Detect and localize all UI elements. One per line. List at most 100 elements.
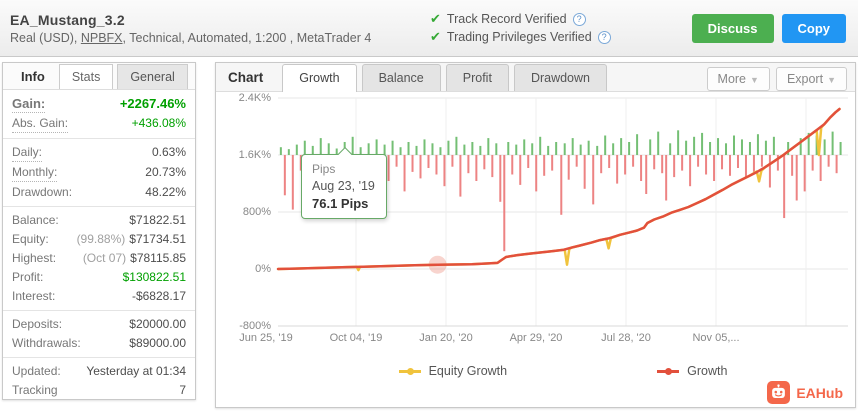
stat-value: $89000.00 xyxy=(129,336,186,350)
tooltip-date: Aug 23, '19 xyxy=(312,179,375,193)
more-button[interactable]: More ▼ xyxy=(706,67,770,91)
tab-balance[interactable]: Balance xyxy=(361,64,441,91)
chart-plot-area[interactable] xyxy=(276,97,848,327)
stat-label: Deposits: xyxy=(12,317,63,331)
stat-value-amount: $78115.85 xyxy=(130,251,186,265)
discuss-button[interactable]: Discuss xyxy=(691,13,774,43)
stat-value: Yesterday at 01:34 xyxy=(86,364,186,378)
stat-label: Daily: xyxy=(12,144,43,162)
header-bar: EA_Mustang_3.2 Real (USD), NPBFX, Techni… xyxy=(0,0,858,57)
tab-drawdown[interactable]: Drawdown xyxy=(513,64,607,91)
stat-label: Drawdown: xyxy=(12,185,73,199)
y-axis-tick: 800% xyxy=(242,206,271,218)
page-title: EA_Mustang_3.2 xyxy=(10,11,125,28)
subtitle-prefix: Real (USD), xyxy=(10,30,81,45)
stat-value: (Oct 07) $78115.85 xyxy=(83,250,186,267)
chart-legend: Equity Growth Growth xyxy=(278,364,848,378)
export-button[interactable]: Export ▼ xyxy=(775,67,847,91)
legend-label: Growth xyxy=(687,364,728,378)
legend-item-growth[interactable]: Growth xyxy=(657,364,727,378)
y-axis-tick: 0% xyxy=(255,263,271,275)
export-label: Export xyxy=(786,72,824,86)
badge-label: Trading Privileges Verified xyxy=(446,30,592,44)
watermark-label: EAHub xyxy=(796,384,843,401)
stat-value: -$6828.17 xyxy=(131,289,186,303)
copy-button[interactable]: Copy xyxy=(781,13,846,43)
tab-info[interactable]: Info xyxy=(21,69,45,84)
stat-value: +436.08% xyxy=(131,116,186,130)
stat-value: $130822.51 xyxy=(122,270,186,284)
broker-link[interactable]: NPBFX xyxy=(80,30,123,45)
eahub-watermark[interactable]: EAHub xyxy=(767,381,843,404)
stat-label: Monthly: xyxy=(12,164,58,182)
stat-value: (99.88%) $71734.51 xyxy=(77,231,186,248)
x-axis-tick: Jun 25, '19 xyxy=(239,332,293,344)
stat-label: Balance: xyxy=(12,213,59,227)
legend-label: Equity Growth xyxy=(428,364,508,378)
stat-value: 0.63% xyxy=(151,145,186,159)
stat-value: 48.22% xyxy=(145,185,186,199)
stat-row-abs-gain: Abs. Gain: +436.08% xyxy=(3,114,195,134)
x-axis-tick: Oct 04, '19 xyxy=(329,332,383,344)
stat-row-updated: Updated: Yesterday at 01:34 xyxy=(3,362,195,381)
stat-value: 20.73% xyxy=(145,165,186,179)
legend-item-equity-growth[interactable]: Equity Growth xyxy=(398,364,508,378)
help-icon[interactable]: ? xyxy=(572,12,586,26)
stat-row-interest: Interest: -$6828.17 xyxy=(3,287,195,306)
chevron-down-icon: ▼ xyxy=(750,75,759,85)
stat-value: +2267.46% xyxy=(119,96,186,111)
y-axis-tick: 1.6K% xyxy=(238,149,271,161)
info-tabbar: Info Stats General xyxy=(3,63,195,90)
stat-row-profit: Profit: $130822.51 xyxy=(3,268,195,287)
chart-tab-title[interactable]: Chart xyxy=(228,70,264,85)
x-axis-tick: Jul 28, '20 xyxy=(601,332,651,344)
stat-row-equity: Equity: (99.88%) $71734.51 xyxy=(3,230,195,249)
tab-growth[interactable]: Growth xyxy=(282,64,357,92)
stat-row-monthly: Monthly: 20.73% xyxy=(3,163,195,183)
chart-actions: More ▼ Export ▼ xyxy=(706,67,847,91)
tab-stats[interactable]: Stats xyxy=(58,64,114,89)
more-label: More xyxy=(717,72,747,86)
stat-label: Gain: xyxy=(12,96,46,113)
verification-badges: ✔ Track Record Verified ? ✔ Trading Priv… xyxy=(430,9,692,47)
stat-value-amount: $71734.51 xyxy=(129,232,186,246)
stat-label: Updated: xyxy=(12,364,61,378)
account-subtitle: Real (USD), NPBFX, Technical, Automated,… xyxy=(10,31,430,45)
tab-general[interactable]: General xyxy=(117,64,188,89)
help-icon[interactable]: ? xyxy=(597,30,611,44)
x-axis-tick: Jan 20, '20 xyxy=(419,332,473,344)
stat-value: 7 xyxy=(179,383,186,397)
stat-row-balance: Balance: $71822.51 xyxy=(3,211,195,230)
stat-label: Abs. Gain: xyxy=(12,115,69,133)
stat-value-note: (Oct 07) xyxy=(82,251,127,265)
stat-value-note: (99.88%) xyxy=(76,232,126,246)
stat-row-tracking: Tracking 7 xyxy=(3,381,195,400)
check-icon: ✔ xyxy=(430,29,441,44)
growth-chart[interactable]: 2.4K% 1.6K% 800% 0% -800% Jun 25, '19 Oc… xyxy=(239,92,848,344)
stat-row-drawdown: Drawdown: 48.22% xyxy=(3,183,195,202)
robot-logo-icon xyxy=(767,381,791,404)
stat-row-deposits: Deposits: $20000.00 xyxy=(3,315,195,334)
chart-panel: Chart Growth Balance Profit Drawdown Mor… xyxy=(215,62,856,408)
stat-value: $20000.00 xyxy=(129,317,186,331)
x-axis-tick: Apr 29, '20 xyxy=(509,332,563,344)
y-axis-tick: -800% xyxy=(239,320,271,332)
stat-label: Withdrawals: xyxy=(12,336,81,350)
equity-growth-marker-icon xyxy=(398,367,421,375)
stat-row-highest: Highest: (Oct 07) $78115.85 xyxy=(3,249,195,268)
subtitle-suffix: , Technical, Automated, 1:200 , MetaTrad… xyxy=(122,30,372,45)
x-axis-tick: Nov 05,... xyxy=(692,332,740,344)
track-record-verified-badge: ✔ Track Record Verified ? xyxy=(430,11,692,27)
tab-profit[interactable]: Profit xyxy=(445,64,509,91)
divider xyxy=(3,138,195,139)
divider xyxy=(3,206,195,207)
header-actions: Discuss Copy xyxy=(691,13,858,43)
stat-row-gain: Gain: +2267.46% xyxy=(3,94,195,114)
tooltip-value: 76.1 Pips xyxy=(312,196,369,211)
stat-label: Tracking xyxy=(12,383,58,397)
growth-marker-icon xyxy=(657,367,680,375)
badge-label: Track Record Verified xyxy=(446,12,567,26)
stat-row-daily: Daily: 0.63% xyxy=(3,143,195,163)
stat-label: Interest: xyxy=(12,289,56,303)
